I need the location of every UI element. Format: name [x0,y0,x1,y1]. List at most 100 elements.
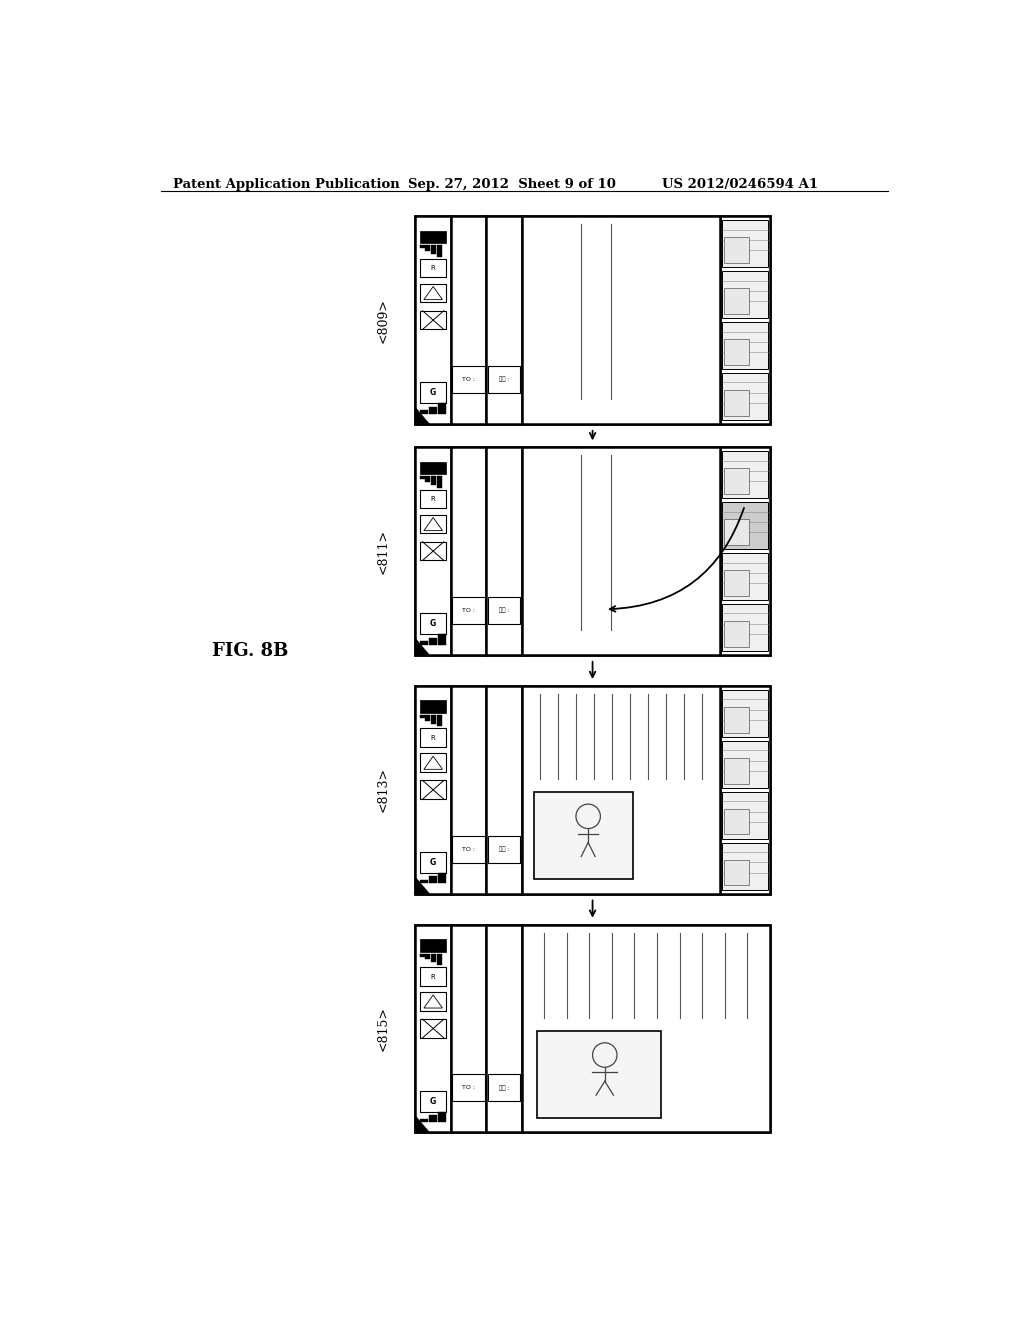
Text: G: G [430,388,436,397]
Bar [420,477,425,479]
Bar [436,953,441,965]
Text: 제목 :: 제목 : [499,376,509,383]
Bar [420,939,446,952]
Bar [420,642,428,644]
Text: TO :: TO : [462,376,475,381]
Text: <809>: <809> [377,298,389,342]
Bar [426,246,430,251]
Bar [487,597,520,624]
Bar [724,758,750,784]
Bar [451,924,486,1133]
Bar [420,993,446,1011]
Bar [420,701,446,713]
Bar [722,271,768,318]
Bar [420,284,446,302]
Text: US 2012/0246594 A1: US 2012/0246594 A1 [662,178,818,190]
Polygon shape [416,408,430,424]
FancyBboxPatch shape [416,686,770,894]
Bar [420,1118,428,1122]
Bar [416,216,451,424]
Bar [521,216,720,424]
Bar [420,853,446,873]
Bar [429,1115,437,1122]
Bar [720,216,770,424]
Bar [722,502,768,549]
Bar [416,924,451,1133]
Bar [429,407,437,413]
Text: G: G [430,1097,436,1106]
Polygon shape [416,1115,430,1133]
Bar [431,953,436,962]
Bar [420,614,446,635]
Text: R: R [431,265,435,271]
Text: Sep. 27, 2012  Sheet 9 of 10: Sep. 27, 2012 Sheet 9 of 10 [408,178,615,190]
Bar [724,809,750,834]
Bar [453,366,484,393]
Bar [724,706,750,733]
Text: R: R [431,496,435,502]
Bar [486,924,521,1133]
Bar [420,231,446,243]
Text: 제목 :: 제목 : [499,846,509,851]
Bar [453,836,484,862]
Bar [724,570,750,595]
Bar [537,1031,660,1118]
Text: <815>: <815> [377,1006,389,1051]
Bar [420,780,446,799]
Polygon shape [416,876,430,894]
Bar [420,880,428,883]
Bar [436,477,441,487]
Bar [453,597,484,624]
Bar [722,220,768,267]
Bar [722,553,768,601]
Bar [722,792,768,838]
Text: <811>: <811> [377,528,389,574]
Bar [724,238,750,263]
Text: TO :: TO : [462,607,475,612]
Bar [534,792,633,879]
Bar [420,462,446,474]
Bar [724,859,750,886]
Bar [437,1111,446,1122]
Bar [437,404,446,413]
Bar [420,729,446,747]
Bar [437,873,446,883]
Bar [420,490,446,508]
Bar [451,447,486,655]
FancyArrowPatch shape [610,508,744,611]
Bar [431,715,436,723]
Bar [521,686,720,894]
Bar [420,968,446,986]
Bar [724,288,750,314]
Text: TO :: TO : [462,846,475,851]
Bar [416,686,451,894]
Bar [420,953,425,957]
Bar [722,322,768,370]
Text: G: G [430,619,436,628]
Bar [420,259,446,277]
Bar [420,411,428,413]
Bar [420,1090,446,1111]
Bar [426,953,430,960]
Bar [722,374,768,420]
Bar [487,836,520,862]
Bar [426,477,430,482]
Bar [420,1019,446,1038]
FancyBboxPatch shape [416,447,770,655]
Bar [724,339,750,364]
Bar [453,1074,484,1101]
Text: G: G [430,858,436,867]
Bar [724,519,750,545]
Text: <813>: <813> [377,767,389,812]
Bar [436,715,441,726]
Bar [487,1074,520,1101]
Bar [486,686,521,894]
Bar [722,690,768,737]
Bar [437,635,446,644]
Bar [487,366,520,393]
Text: TO :: TO : [462,1085,475,1090]
Text: 제목 :: 제목 : [499,607,509,614]
Text: 제목 :: 제목 : [499,1085,509,1090]
FancyBboxPatch shape [416,924,770,1133]
Bar [420,310,446,330]
